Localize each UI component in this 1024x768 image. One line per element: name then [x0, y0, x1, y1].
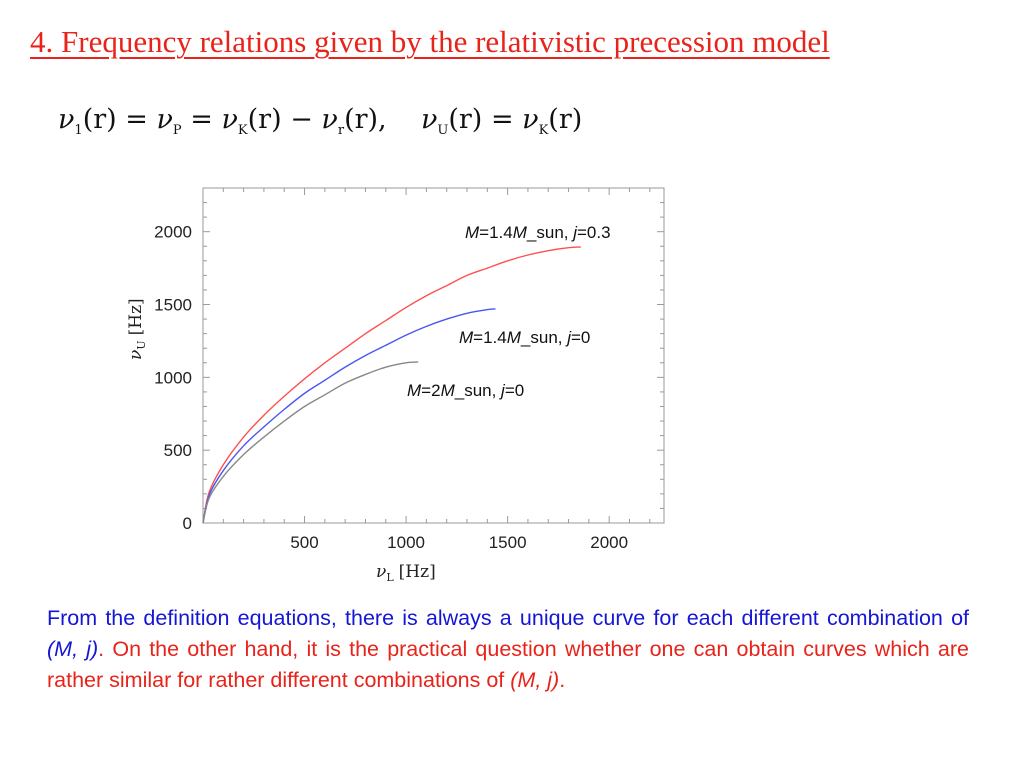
series-label-part: M	[459, 328, 474, 347]
explanation-period-1: .	[98, 637, 105, 661]
explanation-period-2: .	[559, 668, 566, 692]
series-label-part: =0	[571, 328, 590, 347]
series-label-part: =2	[421, 381, 440, 400]
eq-sub-u: U	[437, 123, 449, 138]
y-axis-label: νU [Hz]	[126, 298, 148, 360]
eq-sub-1: 1	[74, 123, 83, 138]
eq-equals-3: =	[490, 104, 514, 135]
x-tick-label: 1500	[489, 533, 527, 552]
eq-nu-k: ν	[221, 104, 238, 135]
eq-arg-k2: (r)	[548, 104, 583, 135]
eq-sub-r: r	[337, 123, 345, 138]
series-label-part: =0	[505, 381, 524, 400]
x-axis-unit: [Hz]	[399, 562, 436, 582]
series-label-1: M=1.4M_sun, j=0.3	[465, 223, 611, 242]
explanation-paragraph: From the definition equations, there is …	[47, 603, 969, 696]
series-label-2: M=1.4M_sun, j=0	[459, 328, 590, 347]
y-tick-label: 1000	[154, 368, 192, 387]
series-labels: M=1.4M_sun, j=0.3M=1.4M_sun, j=0M=2M_sun…	[407, 223, 611, 400]
x-tick-label: 500	[290, 533, 318, 552]
x-axis-label: νL [Hz]	[376, 562, 436, 584]
series-label-part: j	[565, 328, 572, 347]
equation: ν1(r) = νP = νK(r) − νr(r), νU(r) = νK(r…	[58, 104, 582, 138]
axis-ticks: 500 1000 1500 2000 0 500 1000 1500 2000	[154, 188, 664, 552]
eq-minus: −	[290, 104, 313, 135]
series-label-part: _sun,	[520, 328, 567, 347]
eq-nu-k2: ν	[522, 104, 539, 135]
x-axis-sub: L	[386, 571, 394, 584]
explanation-mj-1: (M, j)	[47, 637, 99, 661]
series-line-1	[202, 246, 581, 524]
explanation-part-2: On the other hand, it is the practical q…	[47, 637, 969, 692]
eq-sub-k: K	[237, 123, 248, 138]
eq-nu-u: ν	[420, 104, 438, 135]
eq-arg-1: (r)	[82, 104, 117, 135]
series-label-part: M	[507, 328, 522, 347]
series-label-part: M	[465, 223, 480, 242]
eq-equals-1: =	[125, 104, 148, 135]
y-tick-label: 0	[183, 514, 192, 533]
series-label-part: j	[571, 223, 578, 242]
y-axis-symbol: ν	[126, 350, 146, 360]
eq-nu-r: ν	[321, 104, 338, 135]
y-tick-label: 2000	[154, 223, 192, 242]
series-label-part: =1.4	[479, 223, 513, 242]
series-label-part: j	[499, 381, 506, 400]
series-line-3	[202, 361, 419, 524]
series-line-2	[202, 308, 496, 524]
series-label-part: _sun,	[526, 223, 573, 242]
explanation-part-1: From the definition equations, there is …	[47, 606, 969, 630]
eq-equals-2: =	[190, 104, 213, 135]
explanation-mj-2: (M, j)	[510, 668, 560, 692]
eq-arg-r: (r),	[344, 104, 387, 135]
series-label-part: M	[513, 223, 528, 242]
series-label-part: =0.3	[577, 223, 611, 242]
slide-title: 4. Frequency relations given by the rela…	[30, 24, 830, 59]
x-tick-label: 2000	[590, 533, 628, 552]
series-label-3: M=2M_sun, j=0	[407, 381, 524, 400]
x-axis-symbol: ν	[376, 562, 386, 582]
y-tick-label: 1500	[154, 296, 192, 315]
series-label-part: M	[441, 381, 456, 400]
x-tick-label: 1000	[387, 533, 425, 552]
eq-sub-k2: K	[538, 123, 549, 138]
series-lines	[202, 246, 581, 524]
eq-arg-k: (r)	[247, 104, 282, 135]
series-label-part: _sun,	[454, 381, 501, 400]
y-tick-label: 500	[164, 441, 192, 460]
plot-frame	[202, 187, 665, 524]
eq-nu-1: ν	[58, 104, 75, 135]
y-axis-sub: U	[135, 340, 148, 349]
eq-nu-p: ν	[156, 104, 173, 135]
series-label-part: =1.4	[473, 328, 507, 347]
y-axis-unit: [Hz]	[126, 298, 146, 335]
series-label-part: M	[407, 381, 422, 400]
eq-arg-u: (r)	[448, 104, 483, 135]
eq-sub-p: P	[172, 123, 182, 138]
